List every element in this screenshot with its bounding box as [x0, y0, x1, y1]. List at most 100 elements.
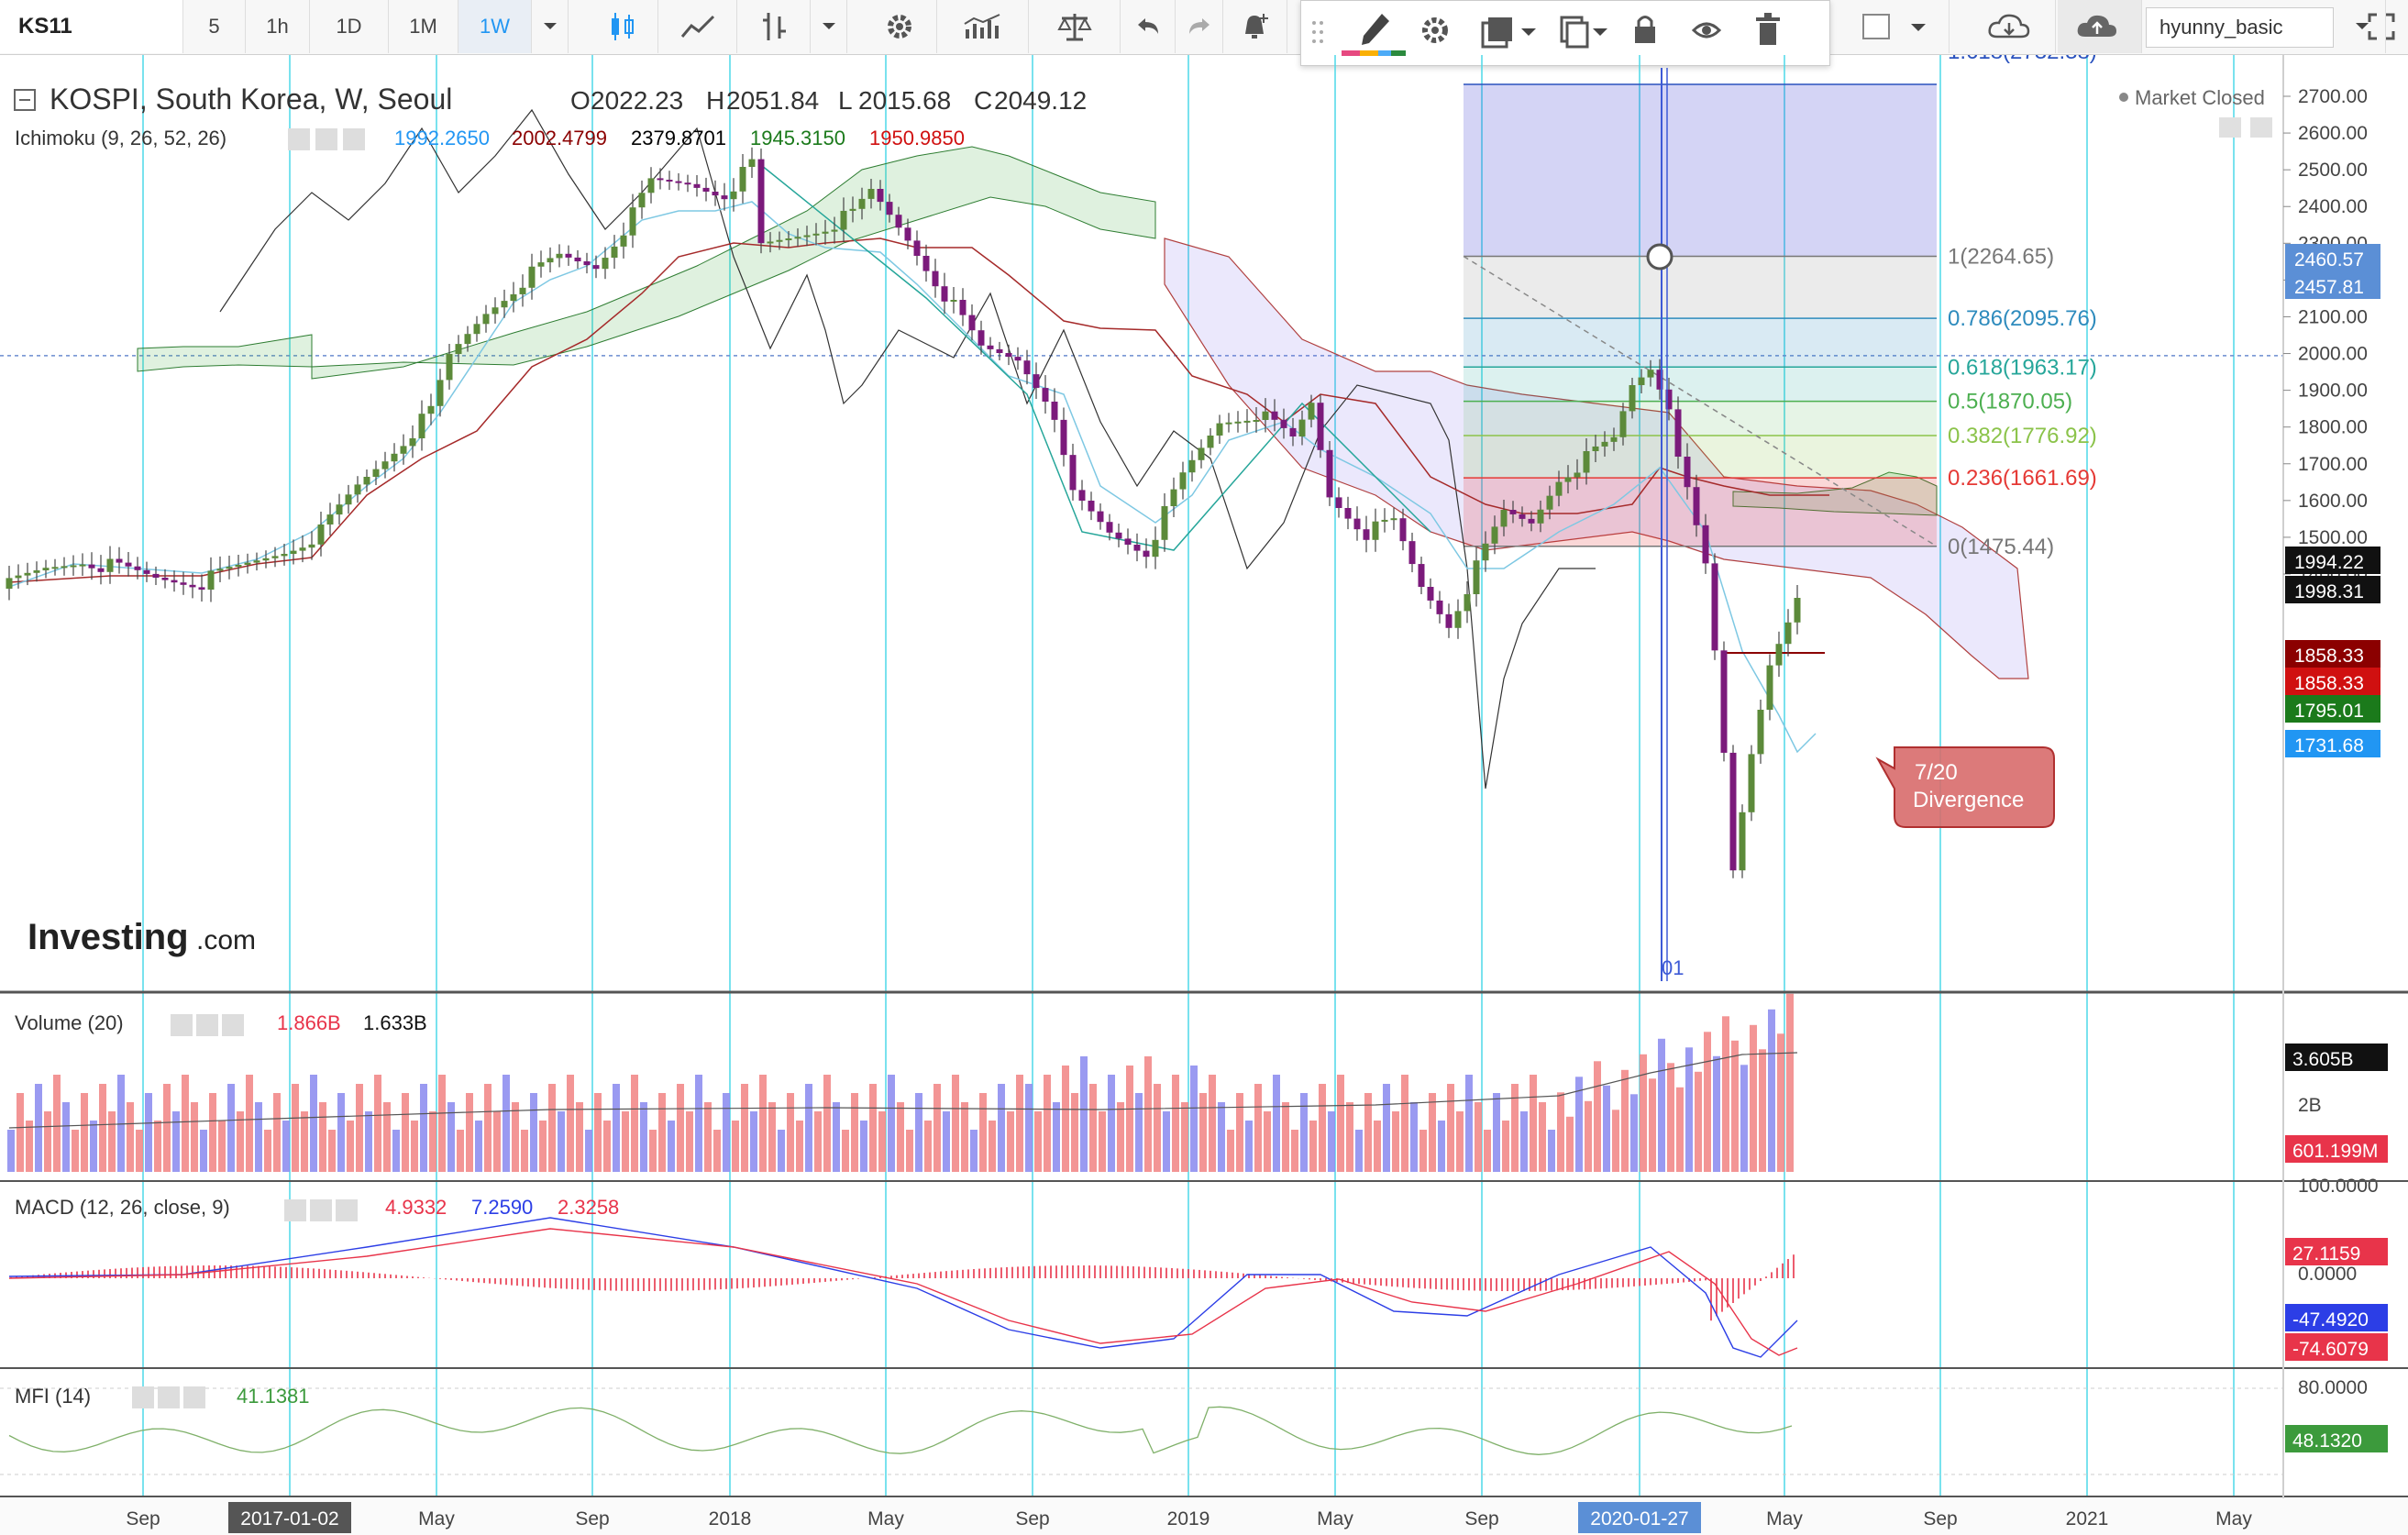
chart-style-line-button[interactable]	[658, 0, 737, 53]
volume-bar	[1594, 1061, 1601, 1172]
interval-1w-button[interactable]: 1W	[458, 0, 532, 53]
candle-body	[1509, 510, 1517, 514]
interval-1m-button[interactable]: 1M	[389, 0, 458, 53]
chart-style-candles-button[interactable]	[587, 0, 658, 53]
gear-icon[interactable]	[1422, 17, 1448, 43]
volume-bar	[1044, 1075, 1051, 1172]
price-tag: 1858.33	[2285, 668, 2380, 695]
gear-icon[interactable]	[315, 128, 337, 150]
eye-icon[interactable]	[288, 128, 310, 150]
candle-body	[1243, 420, 1251, 423]
volume-bar	[1080, 1056, 1088, 1172]
template-icon[interactable]	[1481, 17, 1536, 49]
fib-trendline[interactable]	[1463, 255, 1938, 547]
gear-icon[interactable]	[310, 1199, 332, 1221]
market-status-dot	[2119, 93, 2128, 102]
trash-icon[interactable]	[1756, 13, 1780, 45]
user-menu-dropdown[interactable]	[2338, 0, 2386, 53]
volume-bar	[466, 1093, 473, 1172]
alert-button[interactable]	[1223, 0, 1287, 53]
candle-body	[1436, 600, 1443, 614]
volume-bar	[1254, 1084, 1262, 1172]
drag-handle-icon[interactable]	[1312, 21, 1323, 43]
volume-bar	[1099, 1111, 1106, 1172]
fib-level-label: 1.618(2732.38)	[1948, 55, 2097, 64]
candle-body	[455, 344, 462, 354]
candle-body	[143, 569, 150, 574]
close-icon[interactable]	[183, 1386, 205, 1408]
scroll-down-icon[interactable]	[2219, 117, 2241, 138]
candle-body	[1482, 543, 1489, 561]
price-tag-text: 2457.81	[2294, 277, 2364, 298]
load-cloud-button[interactable]	[2058, 0, 2142, 53]
compare-button[interactable]	[1029, 0, 1121, 53]
save-cloud-button[interactable]	[1968, 0, 2056, 53]
volume-bar	[677, 1084, 684, 1172]
candle-body	[134, 566, 141, 570]
time-axis-label: May	[418, 1508, 455, 1529]
candle-body	[482, 314, 490, 325]
macd-tag-text: 27.1159	[2292, 1243, 2360, 1264]
symbol-search-input[interactable]: KS11	[0, 0, 183, 53]
fibonacci-retracement[interactable]: 1.618(2732.38) 1(2264.65) 0.786(2095.76) 0.…	[1463, 55, 2097, 559]
chart-style-dropdown[interactable]	[811, 0, 847, 53]
clone-icon[interactable]	[1560, 16, 1607, 49]
color-picker-button[interactable]	[1839, 0, 1950, 53]
user-menu[interactable]: hyunny_basic	[2146, 7, 2334, 48]
volume-bar	[833, 1102, 840, 1172]
volume-ma-value: 1.633B	[363, 1011, 427, 1034]
gear-icon[interactable]	[158, 1386, 180, 1408]
volume-bar	[1089, 1084, 1097, 1172]
volume-bar	[145, 1093, 152, 1172]
fullscreen-button[interactable]	[2355, 0, 2408, 53]
chart-style-bars-button[interactable]	[737, 0, 811, 53]
candle-body	[996, 348, 1003, 353]
eye-icon[interactable]	[1691, 22, 1722, 39]
fib-zone	[1464, 401, 1937, 436]
interval-1h-button[interactable]: 1h	[246, 0, 310, 53]
volume-bar	[1530, 1075, 1537, 1172]
eye-icon[interactable]	[171, 1014, 193, 1036]
drawing-anchor-handle[interactable]	[1646, 243, 1673, 271]
indicators-button[interactable]	[937, 0, 1029, 53]
candle-body	[235, 565, 242, 568]
price-axis[interactable]: 2700.002600.002500.002400.002300.002200.…	[2283, 86, 2368, 585]
volume-bar	[1282, 1102, 1289, 1172]
volume-bar	[1557, 1092, 1564, 1172]
close-panel-icon[interactable]	[2250, 117, 2272, 138]
lock-icon[interactable]	[1635, 16, 1655, 44]
volume-bar	[1438, 1121, 1445, 1172]
pattern-drawing[interactable]	[760, 164, 1431, 551]
interval-1d-button[interactable]: 1D	[310, 0, 389, 53]
eye-icon[interactable]	[284, 1199, 306, 1221]
volume-bar	[273, 1093, 281, 1172]
time-axis[interactable]: Sep 2017-01-02 May Sep 2018 May Sep 2019 May Sep 2…	[0, 1498, 2408, 1535]
fib-level-label: 0.236(1661.69)	[1948, 466, 2097, 491]
candle-body	[1344, 508, 1352, 519]
volume-bar	[282, 1121, 290, 1172]
gear-icon[interactable]	[196, 1014, 218, 1036]
candle-body	[15, 575, 22, 579]
close-icon[interactable]	[343, 128, 365, 150]
candle-body	[1528, 518, 1535, 524]
candle-body	[1445, 613, 1453, 628]
divergence-callout[interactable]: 7/20 Divergence	[1875, 746, 2055, 828]
candle-body	[1629, 385, 1636, 412]
redo-button[interactable]	[1176, 0, 1223, 53]
candle-body	[1225, 422, 1232, 425]
candle-body	[116, 558, 123, 563]
volume-bar	[640, 1102, 647, 1172]
top-toolbar: KS11 5 1h 1D 1M 1W hyunny_basic	[0, 0, 2408, 55]
volume-bar	[127, 1102, 134, 1172]
settings-button[interactable]	[862, 0, 937, 53]
interval-5-button[interactable]: 5	[183, 0, 246, 53]
eye-icon[interactable]	[132, 1386, 154, 1408]
chart-canvas[interactable]: 1.618(2732.38) 1(2264.65) 0.786(2095.76) 0.…	[0, 55, 2408, 1535]
undo-button[interactable]	[1121, 0, 1176, 53]
line-color-icon[interactable]	[1342, 14, 1406, 56]
close-icon[interactable]	[336, 1199, 358, 1221]
interval-dropdown[interactable]	[532, 0, 569, 53]
candle-body	[1353, 518, 1361, 530]
close-icon[interactable]	[222, 1014, 244, 1036]
